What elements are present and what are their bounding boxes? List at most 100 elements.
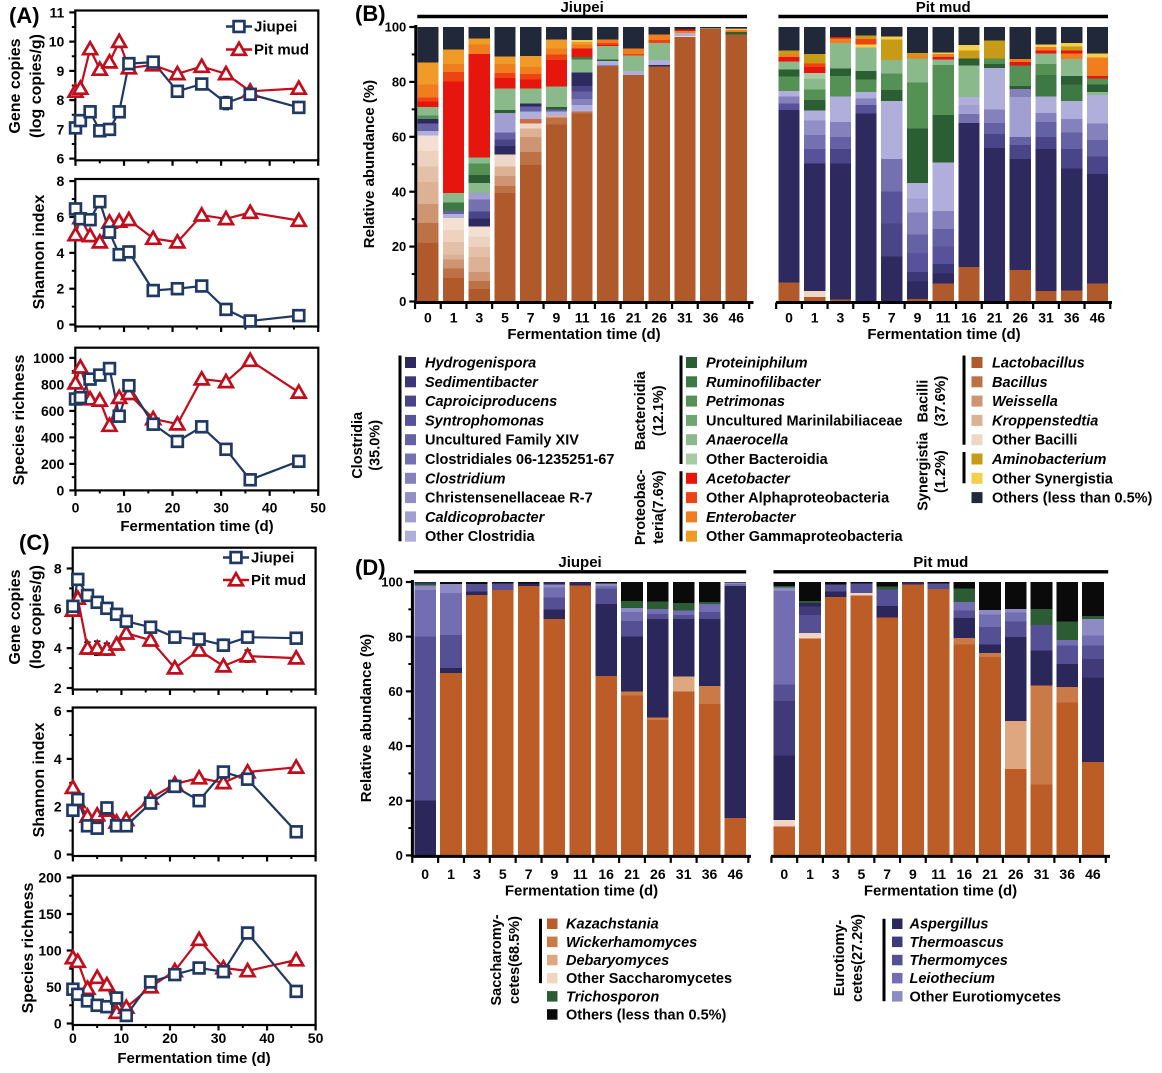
svg-text:teria(7.6%): teria(7.6%) xyxy=(651,470,667,544)
svg-text:30: 30 xyxy=(211,1030,227,1046)
svg-text:31: 31 xyxy=(677,310,693,326)
svg-text:Species richness: Species richness xyxy=(11,355,28,486)
svg-text:Relative abundance (%): Relative abundance (%) xyxy=(358,634,375,802)
svg-text:Thermoascus: Thermoascus xyxy=(910,935,1004,951)
svg-text:Pit mud: Pit mud xyxy=(916,0,971,16)
svg-text:(log copies/g): (log copies/g) xyxy=(28,34,45,138)
svg-text:Lactobacillus: Lactobacillus xyxy=(992,356,1085,372)
svg-text:Other Saccharomycetes: Other Saccharomycetes xyxy=(566,971,732,987)
svg-text:Fermentation time (d): Fermentation time (d) xyxy=(117,1050,270,1067)
svg-text:Jiupei: Jiupei xyxy=(560,0,603,16)
svg-text:Others (less than 0.5%): Others (less than 0.5%) xyxy=(992,491,1153,507)
svg-text:50: 50 xyxy=(310,500,326,516)
svg-text:11: 11 xyxy=(936,310,951,326)
svg-text:Other Synergistia: Other Synergistia xyxy=(992,471,1114,487)
svg-text:1: 1 xyxy=(806,866,814,882)
svg-text:20: 20 xyxy=(165,500,181,516)
svg-text:5: 5 xyxy=(862,310,870,326)
svg-text:Leiothecium: Leiothecium xyxy=(910,971,996,987)
svg-text:Hydrogenispora: Hydrogenispora xyxy=(425,356,536,372)
svg-text:Syntrophomonas: Syntrophomonas xyxy=(425,413,544,429)
svg-text:40: 40 xyxy=(259,1030,275,1046)
svg-text:16: 16 xyxy=(598,866,614,882)
svg-text:Acetobacter: Acetobacter xyxy=(705,471,791,487)
svg-text:Shannon index: Shannon index xyxy=(31,195,48,310)
svg-text:26: 26 xyxy=(1008,866,1024,882)
svg-text:26: 26 xyxy=(1013,310,1029,326)
svg-text:16: 16 xyxy=(600,310,616,326)
svg-text:100: 100 xyxy=(38,943,62,959)
svg-text:(D): (D) xyxy=(355,555,386,580)
svg-text:Trichosporon: Trichosporon xyxy=(566,989,659,1005)
svg-text:6: 6 xyxy=(57,151,65,167)
svg-text:Fermentation time (d): Fermentation time (d) xyxy=(867,326,1020,343)
svg-text:31: 31 xyxy=(676,866,692,882)
svg-text:50: 50 xyxy=(46,979,62,995)
svg-text:cetes(68.5%): cetes(68.5%) xyxy=(507,916,523,1004)
svg-text:16: 16 xyxy=(961,310,977,326)
svg-text:Pit mud: Pit mud xyxy=(913,554,968,571)
svg-text:9: 9 xyxy=(57,63,65,79)
svg-text:(log copies/g): (log copies/g) xyxy=(28,565,45,669)
svg-text:Gene copies: Gene copies xyxy=(7,569,24,664)
svg-text:Aspergillus: Aspergillus xyxy=(909,917,989,933)
svg-text:21: 21 xyxy=(987,310,1003,326)
svg-text:(1.2%): (1.2%) xyxy=(933,450,949,493)
svg-text:Bacillus: Bacillus xyxy=(992,375,1048,391)
svg-text:40: 40 xyxy=(388,739,402,754)
svg-text:50: 50 xyxy=(308,1030,324,1046)
svg-text:Jiupei: Jiupei xyxy=(251,550,294,567)
svg-text:3: 3 xyxy=(837,310,845,326)
svg-text:31: 31 xyxy=(1034,866,1050,882)
svg-text:7: 7 xyxy=(527,310,535,326)
svg-text:(12.1%): (12.1%) xyxy=(651,385,667,436)
svg-text:0: 0 xyxy=(399,294,406,309)
svg-text:Other Bacteroidia: Other Bacteroidia xyxy=(706,452,829,468)
svg-text:600: 600 xyxy=(41,403,65,419)
svg-text:6: 6 xyxy=(57,209,65,225)
svg-text:8: 8 xyxy=(57,173,65,189)
svg-text:Shannon index: Shannon index xyxy=(31,723,48,838)
svg-text:20: 20 xyxy=(162,1030,178,1046)
svg-text:80: 80 xyxy=(392,75,406,90)
svg-text:1: 1 xyxy=(447,866,455,882)
svg-text:400: 400 xyxy=(41,429,65,445)
svg-text:1: 1 xyxy=(811,310,819,326)
svg-text:1000: 1000 xyxy=(33,350,64,366)
svg-text:(A): (A) xyxy=(9,3,40,28)
svg-text:100: 100 xyxy=(385,20,407,35)
svg-text:Debaryomyces: Debaryomyces xyxy=(566,953,669,969)
svg-text:9: 9 xyxy=(553,310,561,326)
svg-text:100: 100 xyxy=(381,575,403,590)
svg-text:3: 3 xyxy=(832,866,840,882)
svg-text:Clostridia: Clostridia xyxy=(350,411,366,479)
svg-text:Anaerocella: Anaerocella xyxy=(705,433,788,449)
svg-text:0: 0 xyxy=(780,866,788,882)
svg-text:Gene copies: Gene copies xyxy=(7,38,24,133)
svg-text:8: 8 xyxy=(54,560,62,576)
svg-text:0: 0 xyxy=(785,310,793,326)
svg-text:0: 0 xyxy=(69,1030,77,1046)
svg-text:8: 8 xyxy=(57,92,65,108)
svg-text:0: 0 xyxy=(421,866,429,882)
svg-text:36: 36 xyxy=(1059,866,1075,882)
svg-text:11: 11 xyxy=(931,866,946,882)
svg-text:7: 7 xyxy=(525,866,533,882)
svg-text:31: 31 xyxy=(1038,310,1054,326)
svg-text:10: 10 xyxy=(49,34,65,50)
svg-text:Fermentation time (d): Fermentation time (d) xyxy=(864,883,1017,900)
svg-text:11: 11 xyxy=(573,866,588,882)
svg-text:Enterobacter: Enterobacter xyxy=(706,510,797,526)
svg-text:60: 60 xyxy=(392,129,406,144)
svg-text:20: 20 xyxy=(388,793,402,808)
svg-text:7: 7 xyxy=(888,310,896,326)
svg-text:30: 30 xyxy=(213,500,229,516)
svg-text:Weissella: Weissella xyxy=(992,394,1058,410)
svg-text:Petrimonas: Petrimonas xyxy=(706,394,785,410)
svg-text:150: 150 xyxy=(38,906,62,922)
svg-text:2: 2 xyxy=(54,680,62,696)
svg-text:9: 9 xyxy=(551,866,559,882)
svg-text:21: 21 xyxy=(624,866,640,882)
svg-text:Caproiciproducens: Caproiciproducens xyxy=(425,394,557,410)
svg-text:Jiupei: Jiupei xyxy=(254,19,297,36)
